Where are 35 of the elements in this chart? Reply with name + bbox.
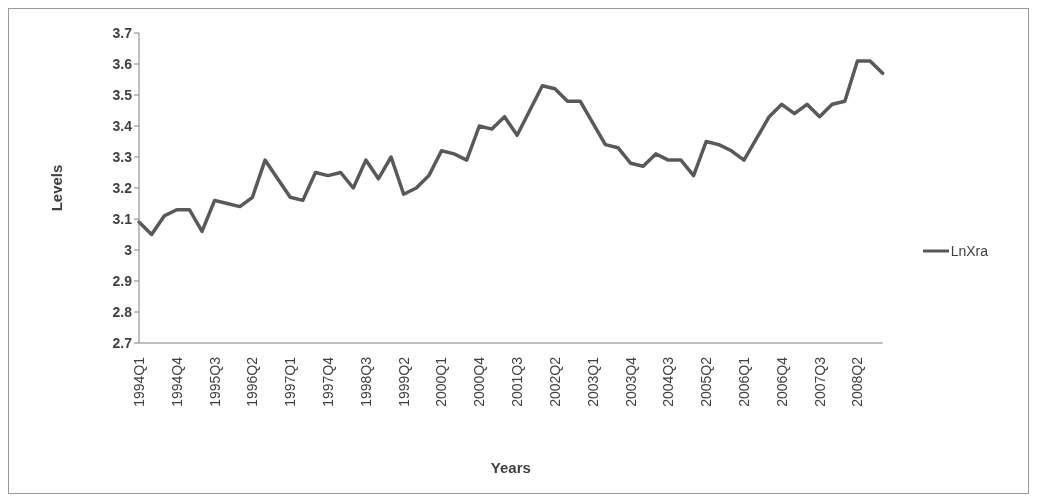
- x-tick-label: 1996Q2: [244, 356, 261, 407]
- x-tick-label: 1995Q3: [206, 356, 223, 407]
- x-tick-label: 2006Q1: [736, 356, 752, 407]
- x-tick-label: 2005Q2: [698, 356, 715, 407]
- x-tick-label: 1994Q4: [168, 356, 185, 407]
- x-tick-label: 1999Q2: [395, 356, 412, 407]
- y-tick-label: 3: [124, 241, 133, 258]
- x-tick-label: 2003Q1: [584, 356, 601, 407]
- y-tick-label: 3.4: [112, 117, 133, 134]
- x-axis-title: Years: [490, 459, 531, 476]
- x-tick-label: 2000Q1: [433, 356, 450, 407]
- legend-label: LnXra: [950, 243, 988, 259]
- x-tick-label: 2007Q3: [811, 356, 828, 407]
- x-tick-label: 1997Q4: [320, 356, 337, 407]
- y-tick-label: 2.8: [112, 303, 133, 320]
- x-tick-label: 2002Q2: [546, 356, 563, 407]
- x-tick-label: 2004Q3: [660, 356, 677, 407]
- x-tick-label: 2003Q4: [622, 356, 639, 407]
- y-tick-label: 2.9: [112, 272, 133, 289]
- y-tick-label: 3.5: [112, 86, 133, 103]
- line-series: [137, 59, 885, 237]
- x-tick-label: 1994Q1: [131, 356, 147, 407]
- x-tick-label: 2006Q4: [773, 356, 790, 407]
- x-tick-label: 1997Q1: [282, 356, 299, 407]
- y-tick-label: 3.2: [112, 179, 133, 196]
- x-tick-label: 2000Q4: [471, 356, 488, 407]
- x-tick-label: 2008Q2: [849, 356, 866, 407]
- y-tick-label: 3.7: [112, 24, 133, 41]
- y-tick-label: 3.3: [112, 148, 133, 165]
- x-tick-label: 1998Q3: [357, 356, 374, 407]
- y-tick-label: 3.1: [112, 210, 133, 227]
- y-tick-label: 2.7: [112, 334, 133, 351]
- x-tick-label: 2001Q3: [509, 356, 526, 407]
- y-tick-label: 3.6: [112, 55, 133, 72]
- y-axis-title: Levels: [48, 164, 66, 212]
